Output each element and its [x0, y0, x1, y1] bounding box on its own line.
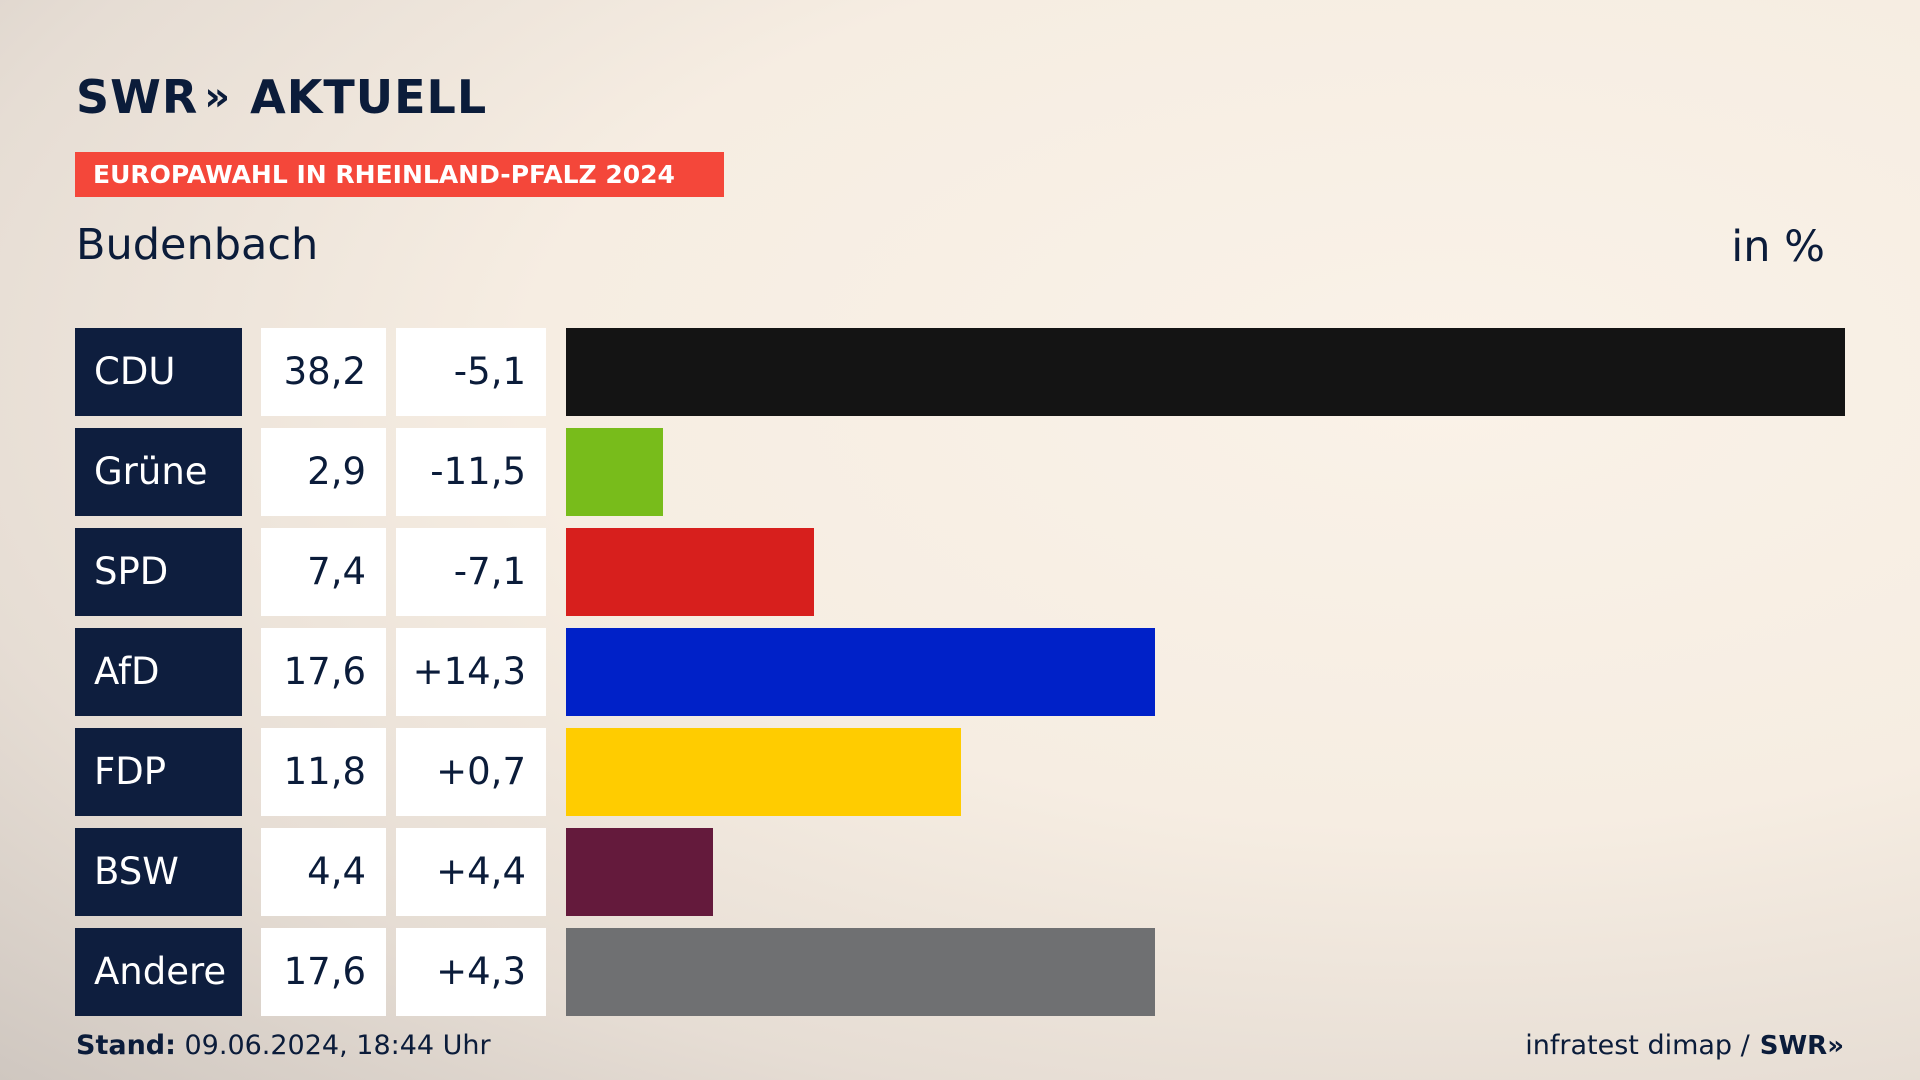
- vote-share-value: 7,4: [261, 528, 386, 616]
- vote-share-value: 17,6: [261, 628, 386, 716]
- source-credit: infratest dimap / SWR»: [1525, 1030, 1844, 1061]
- party-label: BSW: [75, 828, 242, 916]
- place-name: Budenbach: [76, 220, 319, 270]
- swr-small-logo: SWR»: [1759, 1030, 1844, 1061]
- party-label: Grüne: [75, 428, 242, 516]
- vote-change-value: +14,3: [396, 628, 546, 716]
- stand-value: 09.06.2024, 18:44 Uhr: [175, 1030, 491, 1061]
- result-row: AfD 17,6 +14,3: [75, 628, 1845, 716]
- vote-change-value: -5,1: [396, 328, 546, 416]
- result-row: FDP 11,8 +0,7: [75, 728, 1845, 816]
- timestamp: Stand: 09.06.2024, 18:44 Uhr: [76, 1030, 491, 1061]
- party-label: SPD: [75, 528, 242, 616]
- bar-fdp: [566, 728, 961, 816]
- logo-aktuell-text: AKTUELL: [250, 70, 488, 124]
- bar-bsw: [566, 828, 713, 916]
- result-row: CDU 38,2 -5,1: [75, 328, 1845, 416]
- result-row: SPD 7,4 -7,1: [75, 528, 1845, 616]
- bar-andere: [566, 928, 1155, 1016]
- logo-chevron-icon: »: [204, 74, 230, 120]
- result-row: Grüne 2,9 -11,5: [75, 428, 1845, 516]
- bar-afd: [566, 628, 1155, 716]
- swr-aktuell-logo: SWR » AKTUELL: [76, 70, 487, 124]
- vote-change-value: -11,5: [396, 428, 546, 516]
- party-label: AfD: [75, 628, 242, 716]
- result-row: BSW 4,4 +4,4: [75, 828, 1845, 916]
- party-label: FDP: [75, 728, 242, 816]
- source-text: infratest dimap /: [1525, 1030, 1750, 1061]
- election-title-banner: EUROPAWAHL IN RHEINLAND-PFALZ 2024: [75, 152, 724, 197]
- party-label: CDU: [75, 328, 242, 416]
- vote-share-value: 17,6: [261, 928, 386, 1016]
- result-row: Andere 17,6 +4,3: [75, 928, 1845, 1016]
- vote-change-value: +0,7: [396, 728, 546, 816]
- vote-share-value: 38,2: [261, 328, 386, 416]
- vote-change-value: +4,3: [396, 928, 546, 1016]
- vote-change-value: -7,1: [396, 528, 546, 616]
- stand-label: Stand:: [76, 1030, 176, 1061]
- vote-change-value: +4,4: [396, 828, 546, 916]
- vote-share-value: 2,9: [261, 428, 386, 516]
- party-label: Andere: [75, 928, 242, 1016]
- unit-label: in %: [1731, 222, 1825, 272]
- bar-spd: [566, 528, 814, 616]
- logo-swr-text: SWR: [76, 70, 199, 124]
- vote-share-value: 4,4: [261, 828, 386, 916]
- bar-grüne: [566, 428, 663, 516]
- bar-cdu: [566, 328, 1845, 416]
- vote-share-value: 11,8: [261, 728, 386, 816]
